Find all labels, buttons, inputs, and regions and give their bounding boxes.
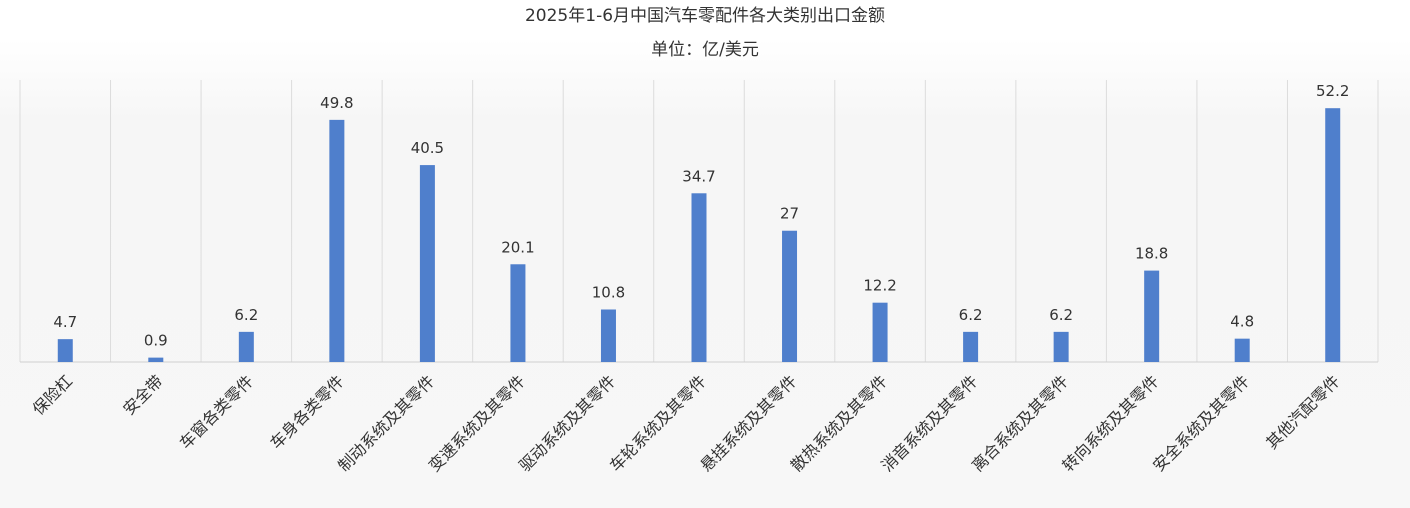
category-label: 散热系统及其零件 [787,371,891,475]
chart-title: 2025年1-6月中国汽车零配件各大类别出口金额 [524,6,886,26]
bar [1325,108,1341,362]
bar [691,193,707,362]
data-label: 12.2 [863,277,896,295]
bar [963,331,979,362]
category-label: 车轮系统及其零件 [606,371,710,475]
bar [57,339,73,362]
category-label: 保险杠 [29,371,76,418]
data-label: 4.7 [53,313,77,331]
category-label: 车身各类零件 [266,371,347,452]
data-label: 10.8 [592,283,625,301]
category-label: 悬挂系统及其零件 [696,371,800,475]
data-label: 20.1 [501,238,534,256]
bar [872,302,888,362]
data-label: 18.8 [1135,245,1168,263]
category-label: 安全带 [119,371,166,418]
data-label: 34.7 [682,167,715,185]
bar [510,264,526,362]
bar [1234,338,1250,362]
data-label: 52.2 [1316,82,1349,100]
bar [600,309,616,362]
data-label: 40.5 [411,139,444,157]
category-label: 其他汽配零件 [1262,371,1343,452]
data-label: 27 [780,205,799,223]
data-label: 49.8 [320,94,353,112]
bar [329,119,345,363]
category-label: 离合系统及其零件 [968,371,1072,475]
data-label: 0.9 [144,332,168,350]
data-label: 6.2 [959,306,983,324]
category-label: 车窗各类零件 [176,371,257,452]
category-label: 消音系统及其零件 [877,371,981,475]
category-label: 安全系统及其零件 [1149,371,1253,475]
bar [419,165,435,362]
bar [1144,270,1160,362]
data-label: 6.2 [1049,306,1073,324]
category-label: 变速系统及其零件 [425,371,529,475]
bar [148,357,164,362]
category-label: 制动系统及其零件 [334,371,438,475]
data-label: 4.8 [1230,313,1254,331]
chart-subtitle: 单位：亿/美元 [651,40,759,60]
data-label: 6.2 [234,306,258,324]
bar [238,331,254,362]
category-label: 转向系统及其零件 [1059,371,1163,475]
category-label: 驱动系统及其零件 [515,371,619,475]
bar [782,230,798,362]
bar [1053,331,1069,362]
